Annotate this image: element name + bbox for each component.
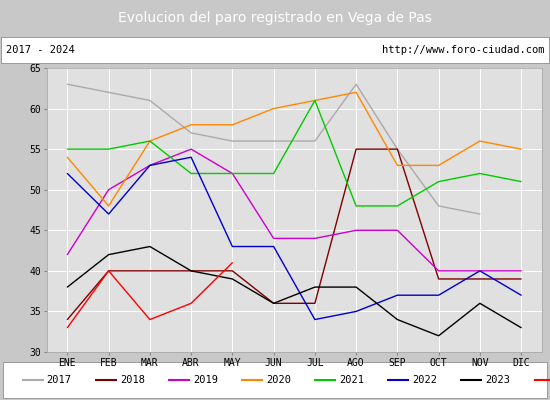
Text: http://www.foro-ciudad.com: http://www.foro-ciudad.com: [382, 45, 544, 55]
Text: 2021: 2021: [339, 375, 364, 385]
Text: 2018: 2018: [120, 375, 145, 385]
Text: 2017: 2017: [47, 375, 72, 385]
Text: 2017 - 2024: 2017 - 2024: [6, 45, 74, 55]
Text: Evolucion del paro registrado en Vega de Pas: Evolucion del paro registrado en Vega de…: [118, 11, 432, 25]
Text: 2019: 2019: [193, 375, 218, 385]
Text: 2020: 2020: [266, 375, 291, 385]
Text: 2022: 2022: [412, 375, 437, 385]
Text: 2023: 2023: [485, 375, 510, 385]
